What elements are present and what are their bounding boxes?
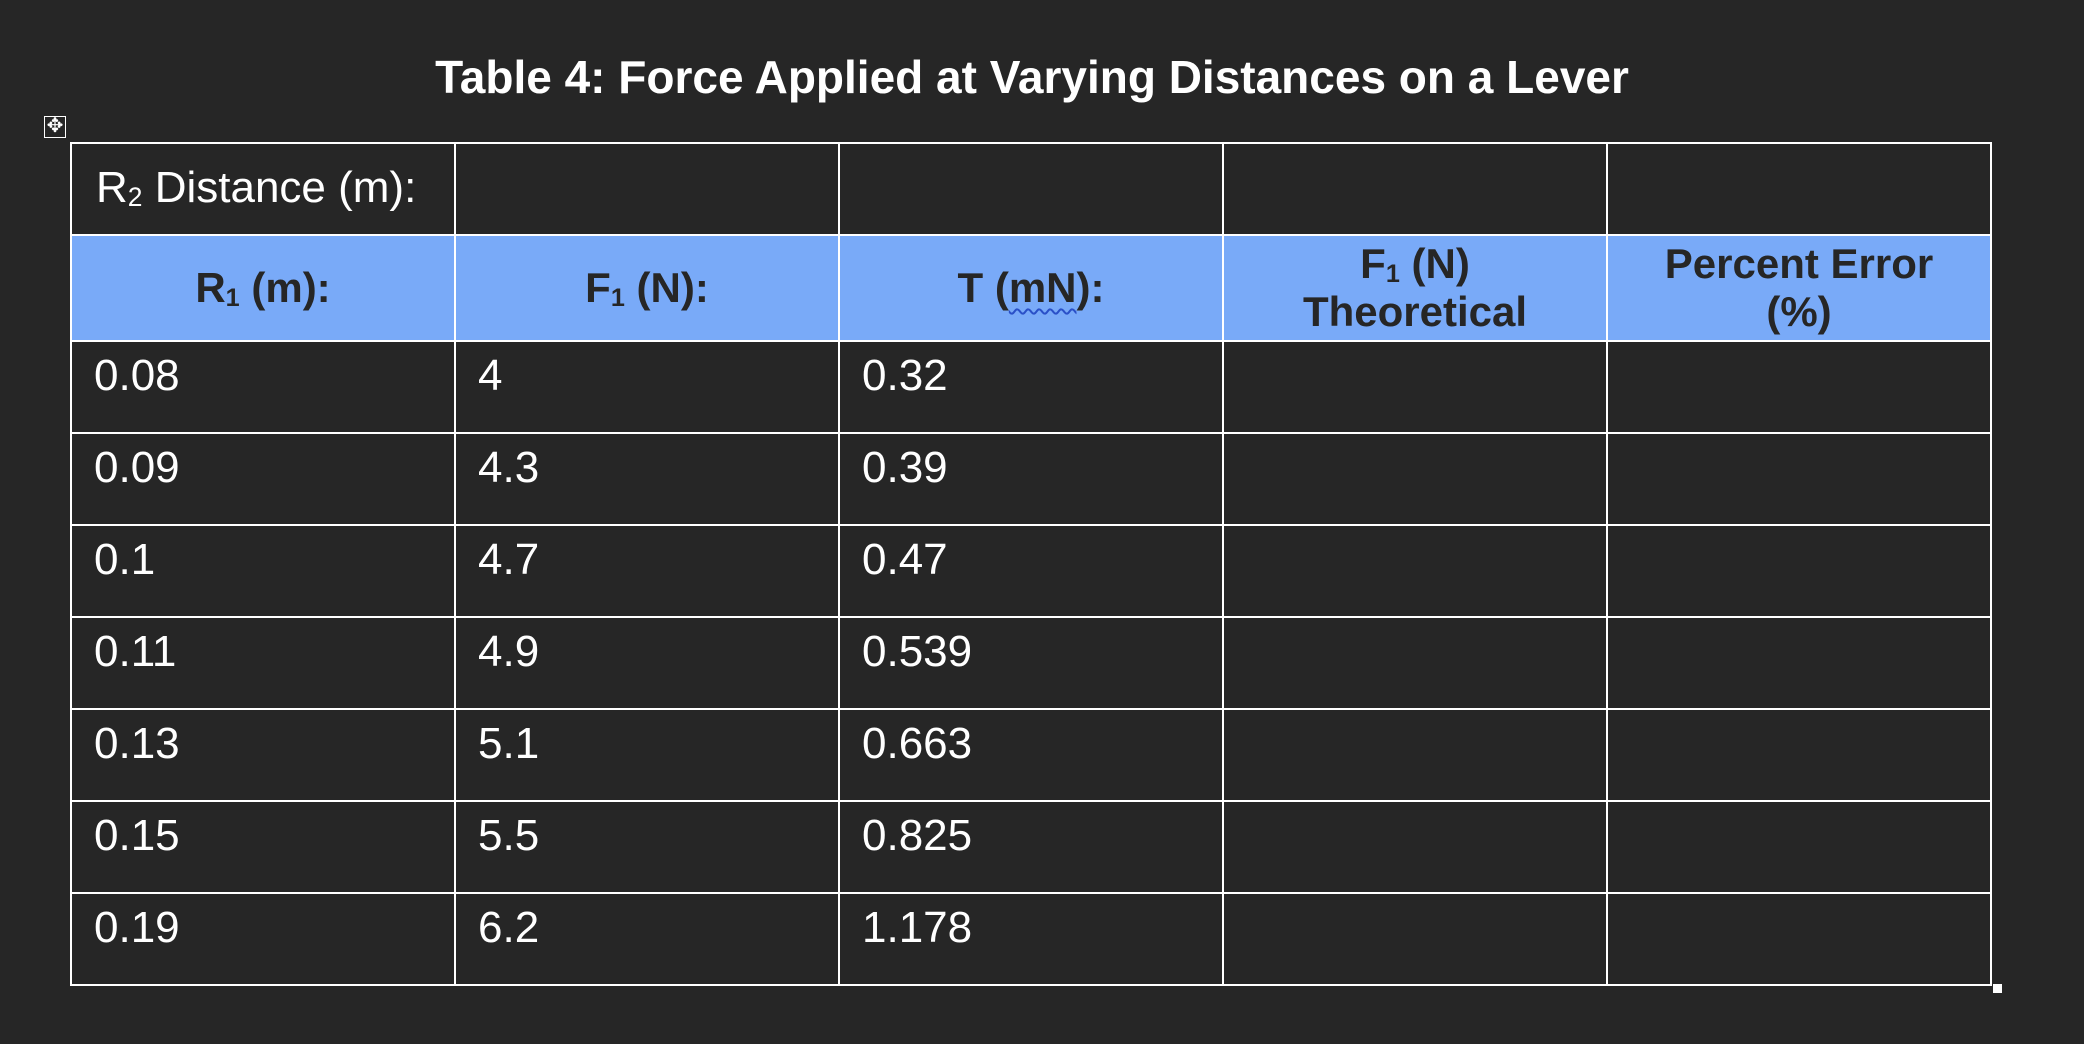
table-row: 0.15 5.5 0.825 (70, 800, 1992, 894)
r2-distance-label-cell[interactable]: R2 Distance (m): (70, 142, 456, 236)
cell-f1-theoretical[interactable] (1222, 432, 1608, 526)
cell-f1[interactable]: 5.5 (454, 800, 840, 894)
cell-percent-error[interactable] (1606, 340, 1992, 434)
cell-r1[interactable]: 0.1 (70, 524, 456, 618)
cell-f1[interactable]: 5.1 (454, 708, 840, 802)
cell-percent-error[interactable] (1606, 432, 1992, 526)
header-r1-main: R (195, 264, 226, 311)
cell-f1-theoretical[interactable] (1222, 524, 1608, 618)
r2-value-cell[interactable] (454, 142, 840, 236)
header-r1-rest: (m): (239, 264, 331, 311)
r2-label-subscript: 2 (127, 181, 143, 212)
cell-t[interactable]: 0.539 (838, 616, 1224, 710)
header-f1[interactable]: F1 (N): (454, 234, 840, 342)
cell-r1[interactable]: 0.13 (70, 708, 456, 802)
cell-r1[interactable]: 0.09 (70, 432, 456, 526)
header-r1[interactable]: R1 (m): (70, 234, 456, 342)
header-r1-subscript: 1 (225, 283, 240, 312)
cell-percent-error[interactable] (1606, 616, 1992, 710)
table-row: 0.1 4.7 0.47 (70, 524, 1992, 618)
cell-t[interactable]: 1.178 (838, 892, 1224, 986)
cell-t[interactable]: 0.47 (838, 524, 1224, 618)
header-percent-error-line2: (%) (1766, 288, 1832, 335)
header-f1t-main: F (1360, 240, 1386, 287)
cell-f1[interactable]: 4 (454, 340, 840, 434)
cell-t[interactable]: 0.32 (838, 340, 1224, 434)
cell-t[interactable]: 0.663 (838, 708, 1224, 802)
cell-f1[interactable]: 4.3 (454, 432, 840, 526)
cell-r1[interactable]: 0.15 (70, 800, 456, 894)
header-f1-main: F (585, 264, 611, 311)
r2-distance-row: R2 Distance (m): (70, 142, 1992, 236)
header-torque-pre: T ( (957, 264, 1009, 311)
cell-f1-theoretical[interactable] (1222, 616, 1608, 710)
header-torque-post: ): (1076, 264, 1105, 311)
header-torque-unit-spellcheck: mN (1008, 264, 1077, 311)
r2-empty-cell-4[interactable] (1222, 142, 1608, 236)
table-title: Table 4: Force Applied at Varying Distan… (435, 51, 1629, 103)
header-f1-rest: (N): (624, 264, 709, 311)
r2-empty-cell-3[interactable] (838, 142, 1224, 236)
cell-percent-error[interactable] (1606, 708, 1992, 802)
table-resize-handle-icon[interactable] (1993, 984, 2002, 993)
cell-percent-error[interactable] (1606, 524, 1992, 618)
cell-percent-error[interactable] (1606, 892, 1992, 986)
header-percent-error[interactable]: Percent Error (%) (1606, 234, 1992, 342)
header-f1t-line2: Theoretical (1302, 288, 1528, 335)
table-row: 0.19 6.2 1.178 (70, 892, 1992, 986)
table-row: 0.13 5.1 0.663 (70, 708, 1992, 802)
cell-r1[interactable]: 0.08 (70, 340, 456, 434)
header-f1t-subscript: 1 (1385, 259, 1400, 288)
cell-f1[interactable]: 6.2 (454, 892, 840, 986)
cell-f1[interactable]: 4.7 (454, 524, 840, 618)
cell-t[interactable]: 0.39 (838, 432, 1224, 526)
table-move-handle-icon[interactable]: ✥ (44, 116, 66, 138)
header-f1t-rest: (N) (1399, 240, 1470, 287)
r2-empty-cell-5[interactable] (1606, 142, 1992, 236)
r2-label-rest: Distance (m): (142, 163, 417, 212)
table-row: 0.11 4.9 0.539 (70, 616, 1992, 710)
cell-f1-theoretical[interactable] (1222, 892, 1608, 986)
r2-label-main: R (96, 163, 128, 212)
cell-percent-error[interactable] (1606, 800, 1992, 894)
header-torque[interactable]: T (mN): (838, 234, 1224, 342)
cell-r1[interactable]: 0.19 (70, 892, 456, 986)
lever-force-table: R2 Distance (m): R1 (m): F1 (N): T (mN):… (70, 142, 1992, 986)
cell-f1-theoretical[interactable] (1222, 800, 1608, 894)
cell-f1-theoretical[interactable] (1222, 340, 1608, 434)
cell-r1[interactable]: 0.11 (70, 616, 456, 710)
header-f1-subscript: 1 (610, 283, 625, 312)
header-percent-error-line1: Percent Error (1664, 240, 1934, 287)
header-f1-theoretical[interactable]: F1 (N) Theoretical (1222, 234, 1608, 342)
cell-f1-theoretical[interactable] (1222, 708, 1608, 802)
table-row: 0.09 4.3 0.39 (70, 432, 1992, 526)
cell-t[interactable]: 0.825 (838, 800, 1224, 894)
cell-f1[interactable]: 4.9 (454, 616, 840, 710)
header-row: R1 (m): F1 (N): T (mN): F1 (N) Theoretic… (70, 234, 1992, 342)
table-row: 0.08 4 0.32 (70, 340, 1992, 434)
